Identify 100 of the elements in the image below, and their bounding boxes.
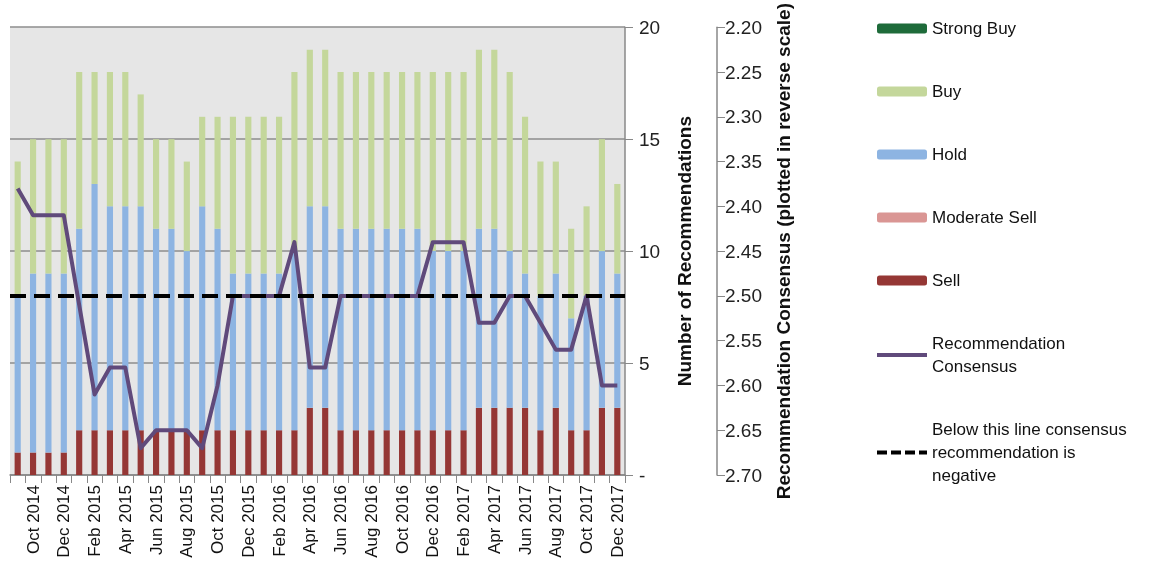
x-tick-label: Feb 2017 [454,485,474,557]
bar [45,139,52,274]
bar [368,72,375,229]
bar [429,72,436,252]
bar [45,273,52,453]
y2-axis-title: Recommendation Consensus (plotted in reverse scale) [773,3,795,500]
bar [275,116,283,274]
bar [445,72,452,252]
bar [337,72,344,229]
bar [214,430,221,475]
bar [383,430,390,475]
x-tick-label: Aug 2016 [361,485,381,558]
bar [475,49,483,229]
bar [598,139,606,252]
bar [122,430,129,475]
bar [506,251,513,408]
y-tick-label: 15 [639,128,661,150]
bar [260,116,267,274]
bar [460,251,467,431]
bar [291,251,298,431]
bar [168,228,175,431]
bar [383,72,390,229]
y-tick-label: - [639,464,646,486]
bar [614,273,621,408]
x-tick-label: Jun 2015 [146,485,166,555]
bar [429,251,436,431]
bar [521,116,529,274]
bar [368,228,375,431]
bar [106,72,114,207]
bar [199,206,206,431]
bar [368,430,375,475]
bar [229,430,237,475]
y2-tick-label: 2.20 [725,16,762,38]
bar [60,452,67,475]
bar [275,273,283,431]
bar [152,430,160,475]
bar [352,430,360,475]
y2-tick-label: 2.70 [725,464,762,486]
y2-tick-label: 2.60 [725,374,762,396]
bar [214,116,221,229]
bar [260,273,267,431]
bar [398,430,406,475]
bar [137,206,144,431]
bar [168,139,175,229]
bar [137,94,144,207]
bar [45,452,52,475]
bar [322,206,329,408]
x-tick-label: Dec 2014 [54,485,74,558]
bar [583,206,590,296]
legend-label: Hold [932,145,967,164]
y-tick-label: 10 [639,240,661,262]
bar [106,430,114,475]
bar [245,430,252,475]
bar [29,452,37,475]
bar [29,273,37,453]
x-tick-label: Oct 2017 [577,485,597,554]
bar [306,49,313,207]
bar [414,430,421,475]
x-tick-label: Aug 2015 [177,485,197,558]
bar [29,139,37,274]
bar [460,72,467,252]
y2-tick-label: 2.45 [725,240,762,262]
bar [91,430,98,475]
y2-tick-label: 2.25 [725,61,762,83]
y2-tick-label: 2.35 [725,151,762,173]
bar [60,273,67,453]
x-tick-label: Apr 2017 [484,485,504,554]
bar [91,72,98,184]
bar [445,430,452,475]
bar [14,161,21,296]
bar [106,206,114,431]
bar [352,72,360,229]
x-tick-label: Oct 2014 [23,485,43,554]
y2-tick-label: 2.55 [725,330,762,352]
bar [552,273,559,408]
bar [168,430,175,475]
x-tick-label: Apr 2016 [300,485,320,554]
bar [122,206,129,431]
bar [614,183,621,274]
bar [398,228,406,431]
legend-label: Moderate Sell [932,208,1037,227]
bar [322,407,329,475]
bar [199,116,206,207]
bar [183,161,190,252]
line-series [15,186,620,451]
bar [152,228,160,431]
bar [291,430,298,475]
bar [583,430,590,475]
bar [491,49,498,229]
y-tick-label: 5 [639,352,650,374]
bar [291,72,298,252]
bar [76,72,83,229]
y2-tick-label: 2.65 [725,419,762,441]
bar [521,273,529,408]
bar [76,430,83,475]
bar [537,295,544,431]
legend-label: Below this line consensus recommendation is negative [932,420,1132,485]
bar [445,251,452,431]
bar [337,430,344,475]
bar [260,430,267,475]
